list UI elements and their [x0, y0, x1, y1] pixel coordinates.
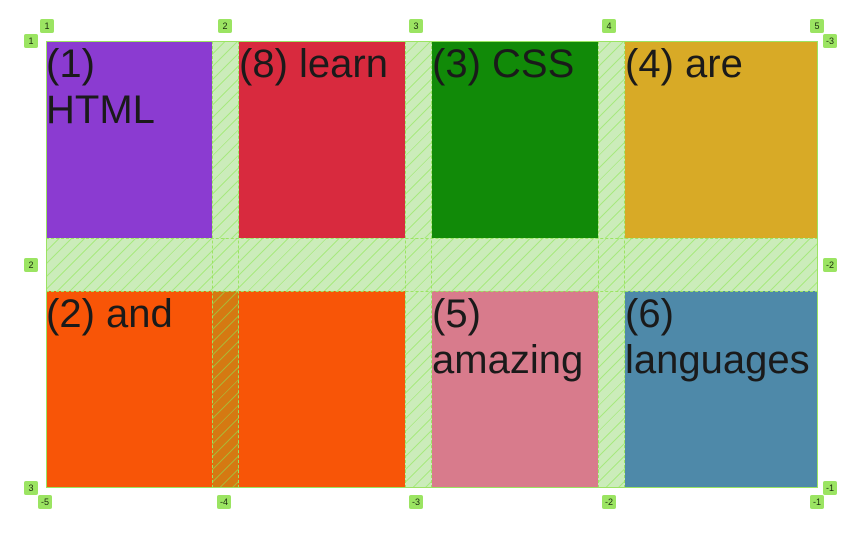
column-gap-1-lower — [212, 291, 239, 488]
column-number-top: 1 — [40, 19, 54, 33]
grid-item-5[interactable]: (5) amazing — [432, 291, 598, 488]
column-number-bottom: -1 — [810, 495, 824, 509]
track-line — [46, 238, 818, 239]
column-gap-1 — [212, 41, 239, 238]
column-gap-2-lower — [405, 291, 432, 488]
grid-item-label: (8) learn — [239, 42, 388, 86]
grid-item-label: (4) are — [625, 42, 743, 86]
track-line — [212, 41, 213, 488]
column-gap-3-lower — [598, 291, 625, 488]
row-number-left: 1 — [24, 34, 38, 48]
track-line — [405, 41, 406, 488]
column-number-bottom: -5 — [38, 495, 52, 509]
track-line — [624, 41, 625, 488]
grid-item-3[interactable]: (3) CSS — [432, 41, 598, 238]
track-line — [46, 291, 818, 292]
row-number-right: -1 — [823, 481, 837, 495]
column-number-top: 5 — [810, 19, 824, 33]
track-line — [431, 41, 432, 488]
grid-item-6[interactable]: (6) languages — [625, 291, 818, 488]
grid-outline — [46, 41, 818, 488]
row-gap — [46, 238, 818, 291]
grid-item-label: (3) CSS — [432, 42, 575, 86]
grid-item-label: (5) amazing — [432, 292, 584, 382]
grid-item-label: (2) and — [46, 292, 173, 336]
row-number-right: -2 — [823, 258, 837, 272]
column-number-bottom: -2 — [602, 495, 616, 509]
row-number-left: 2 — [24, 258, 38, 272]
column-gap-3 — [598, 41, 625, 238]
column-gap-2 — [405, 41, 432, 238]
grid-item-label: (6) languages — [625, 292, 810, 382]
grid-item-4[interactable]: (4) are — [625, 41, 818, 238]
row-number-right: -3 — [823, 34, 837, 48]
column-number-bottom: -4 — [217, 495, 231, 509]
grid-item-1[interactable]: (1) HTML — [46, 41, 212, 238]
column-number-bottom: -3 — [409, 495, 423, 509]
track-line — [598, 41, 599, 488]
row-number-left: 3 — [24, 481, 38, 495]
grid-item-8[interactable]: (8) learn — [239, 41, 405, 238]
column-number-top: 2 — [218, 19, 232, 33]
column-number-top: 3 — [409, 19, 423, 33]
track-line — [238, 41, 239, 488]
grid-item-label: (1) HTML — [46, 42, 155, 132]
column-number-top: 4 — [602, 19, 616, 33]
